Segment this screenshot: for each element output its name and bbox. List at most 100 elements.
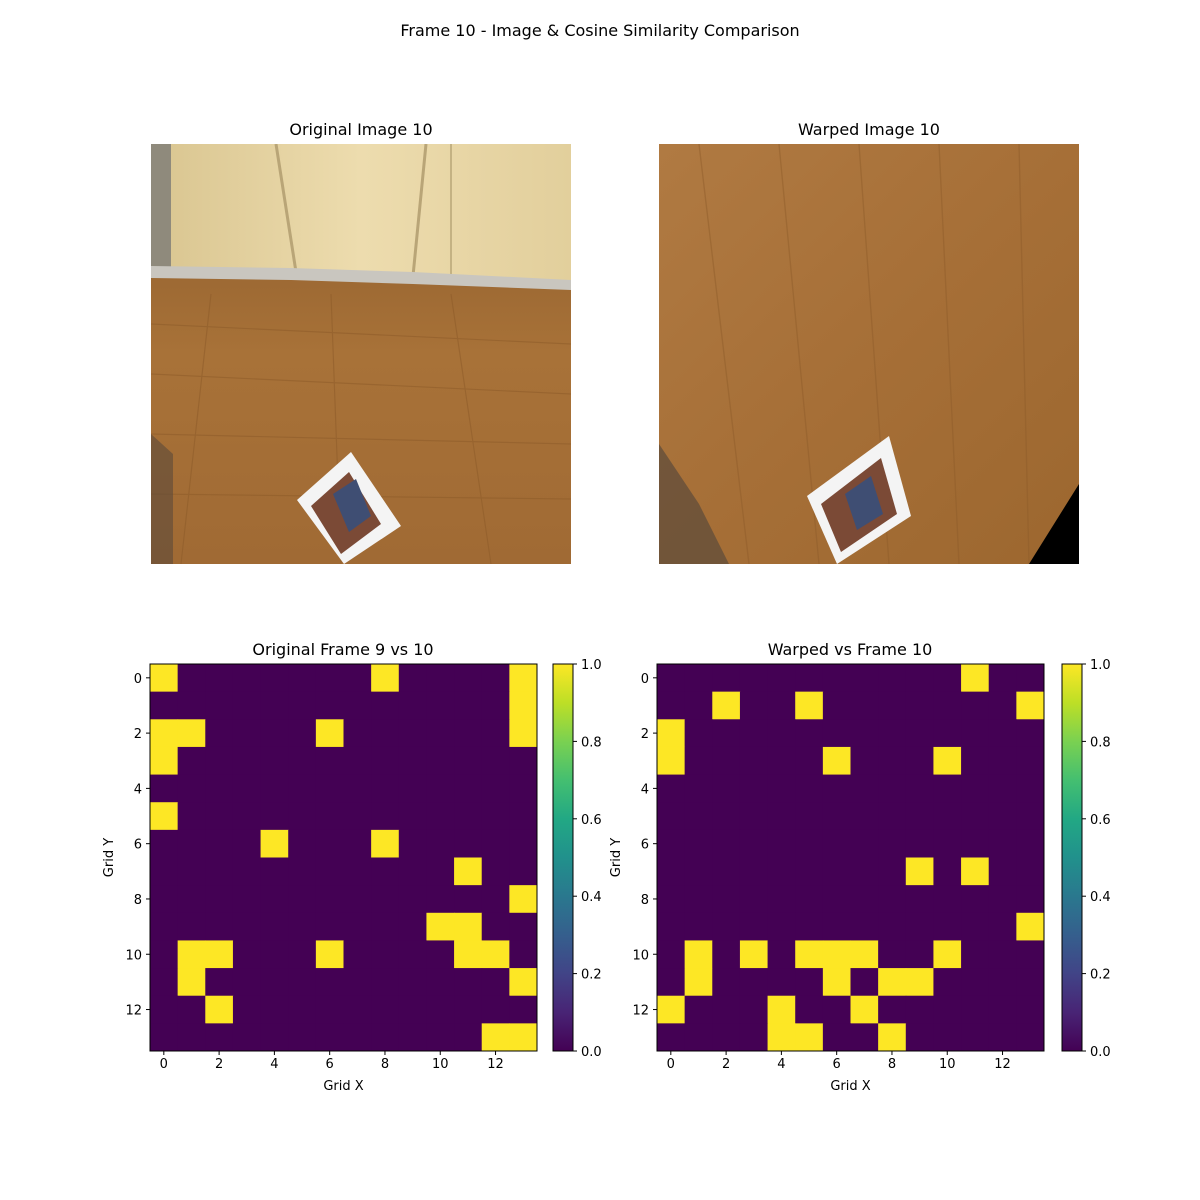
heatmap-cell bbox=[371, 857, 400, 886]
heatmap-cell bbox=[205, 719, 234, 748]
heatmap-cell bbox=[878, 912, 907, 941]
heatmap-cell bbox=[481, 664, 510, 693]
heatmap-cell bbox=[961, 829, 990, 858]
warped-image-title: Warped Image 10 bbox=[798, 120, 940, 139]
heatmap-cell bbox=[657, 912, 686, 941]
heatmap-cell bbox=[288, 719, 317, 748]
heatmap-cell bbox=[822, 746, 851, 776]
heatmap-cell bbox=[905, 691, 934, 720]
heatmap-cell bbox=[684, 802, 713, 831]
heatmap-cell bbox=[150, 774, 179, 803]
heatmap-cell bbox=[315, 912, 344, 941]
heatmap-cell bbox=[1016, 885, 1045, 914]
heatmap-cell bbox=[795, 719, 824, 748]
x-tick-label: 10 bbox=[432, 1057, 449, 1072]
heatmap-cell bbox=[850, 691, 879, 720]
heatmap-cell bbox=[905, 857, 934, 886]
heatmap-cell bbox=[933, 746, 962, 776]
heatmap-cell bbox=[260, 829, 289, 858]
heatmap-cell bbox=[481, 912, 510, 941]
heatmap-cell bbox=[961, 857, 990, 886]
heatmap-cell bbox=[232, 912, 262, 941]
heatmap-cell bbox=[822, 912, 851, 941]
heatmap-cell bbox=[767, 940, 796, 969]
heatmap-cell bbox=[795, 1023, 824, 1052]
heatmap-cell bbox=[426, 664, 455, 693]
heatmap-cell bbox=[343, 746, 372, 776]
heatmap-cell bbox=[657, 664, 686, 693]
heatmap-cell bbox=[398, 1023, 427, 1052]
heatmap-cell bbox=[850, 719, 879, 748]
heatmap-cell bbox=[850, 829, 879, 858]
heatmap-cell bbox=[260, 885, 289, 914]
heatmap-cell bbox=[878, 968, 907, 997]
heatmap-cell bbox=[315, 857, 344, 886]
heatmap-cell bbox=[905, 664, 934, 693]
heatmap-cell bbox=[767, 912, 796, 941]
heatmap-cell bbox=[481, 774, 510, 803]
heatmap-cell bbox=[398, 802, 427, 831]
heatmap-cell bbox=[509, 746, 538, 776]
heatmap-cell bbox=[232, 857, 262, 886]
y-axis-label: Grid Y bbox=[609, 838, 624, 877]
heatmap-cell bbox=[177, 912, 206, 941]
x-tick-label: 12 bbox=[994, 1057, 1011, 1072]
heatmap-cell bbox=[454, 829, 483, 858]
heatmap-cell bbox=[933, 664, 962, 693]
heatmap-cell bbox=[739, 746, 769, 776]
heatmap-cell bbox=[371, 1023, 400, 1052]
heatmap-cell bbox=[288, 802, 317, 831]
heatmap-cell bbox=[933, 774, 962, 803]
heatmap-cell bbox=[288, 746, 317, 776]
y-tick-label: 2 bbox=[641, 727, 649, 742]
heatmap-cell bbox=[315, 1023, 344, 1052]
heatmap-cell bbox=[343, 1023, 372, 1052]
heatmap-cell bbox=[232, 802, 262, 831]
heatmap-cell bbox=[288, 829, 317, 858]
heatmap-cell bbox=[260, 691, 289, 720]
y-tick-label: 8 bbox=[641, 893, 649, 908]
heatmap-cell bbox=[795, 691, 824, 720]
heatmap-cell bbox=[343, 719, 372, 748]
heatmap-cell bbox=[426, 885, 455, 914]
heatmap-original-title: Original Frame 9 vs 10 bbox=[252, 640, 434, 659]
heatmap-original: 0 2 4 6 8 10 12 0 2 4 6 8 10 12 Grid X Grid Y 0.0 0.2 0.4 0… bbox=[102, 658, 602, 1094]
heatmap-cell bbox=[150, 940, 179, 969]
heatmap-cell bbox=[767, 774, 796, 803]
heatmap-cell bbox=[454, 995, 483, 1024]
heatmap-cell bbox=[232, 719, 262, 748]
heatmap-cell bbox=[822, 1023, 851, 1052]
heatmap-cell bbox=[371, 802, 400, 831]
colorbar-tick-label: 1.0 bbox=[1090, 658, 1111, 673]
heatmap-cell bbox=[177, 1023, 206, 1052]
heatmap-cell bbox=[767, 857, 796, 886]
original-image-title: Original Image 10 bbox=[289, 120, 433, 139]
heatmap-cell bbox=[426, 774, 455, 803]
x-tick-label: 8 bbox=[888, 1057, 896, 1072]
heatmap-cell bbox=[878, 995, 907, 1024]
warped-floor-photo bbox=[659, 144, 1079, 564]
heatmap-cell bbox=[398, 829, 427, 858]
heatmap-cell bbox=[712, 940, 741, 969]
heatmap-cell bbox=[712, 995, 741, 1024]
heatmap-cell bbox=[232, 968, 262, 997]
heatmap-cell bbox=[933, 940, 962, 969]
heatmap-cell bbox=[988, 829, 1017, 858]
heatmap-cell bbox=[509, 912, 538, 941]
heatmap-cell bbox=[795, 829, 824, 858]
heatmap-cell bbox=[850, 912, 879, 941]
x-tick-label: 2 bbox=[215, 1057, 223, 1072]
heatmap-cell bbox=[315, 691, 344, 720]
heatmap-cell bbox=[850, 746, 879, 776]
heatmap-cell bbox=[426, 912, 455, 941]
heatmap-cell bbox=[1016, 691, 1045, 720]
heatmap-cell bbox=[343, 940, 372, 969]
heatmap-cell bbox=[850, 940, 879, 969]
heatmap-cell bbox=[961, 1023, 990, 1052]
heatmap-cell bbox=[684, 912, 713, 941]
heatmap-cell bbox=[905, 802, 934, 831]
x-tick-label: 2 bbox=[722, 1057, 730, 1072]
heatmap-cell bbox=[481, 802, 510, 831]
heatmap-cell bbox=[795, 802, 824, 831]
